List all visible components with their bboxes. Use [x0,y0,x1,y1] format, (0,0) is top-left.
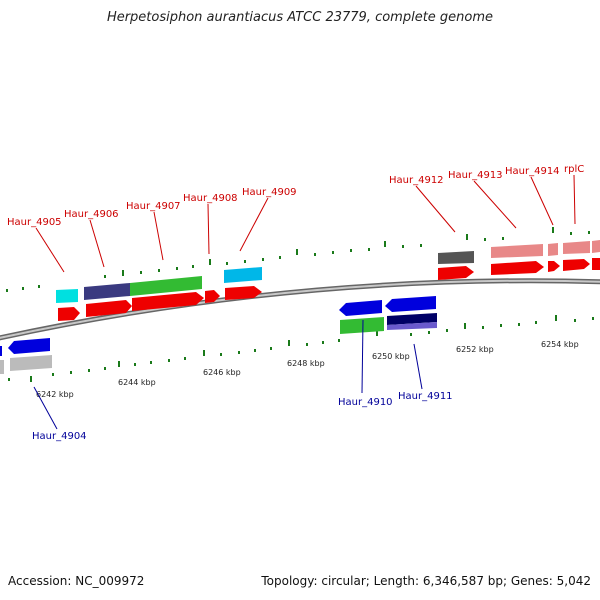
gene-feature[interactable] [592,240,600,253]
tick-label: 6244 kbp [118,378,156,387]
gene-feature[interactable] [84,283,130,300]
gene-feature[interactable] [10,355,52,371]
gene-arrow[interactable] [205,290,220,303]
gene-feature[interactable] [224,267,262,283]
tick-label: 6248 kbp [287,359,325,368]
gene-feature[interactable] [491,244,543,258]
gene-arrow[interactable] [86,300,132,317]
tick-label: 6252 kbp [456,345,494,354]
inner-tick-row [8,315,594,382]
gene-feature[interactable] [130,276,202,296]
tick-label: 6246 kbp [203,368,241,377]
gene-feature[interactable] [0,360,4,374]
gene-label[interactable]: Haur_4906 [64,209,119,220]
gene-arrow[interactable] [491,261,544,275]
gene-feature[interactable] [387,322,437,330]
tick-label: 6254 kbp [541,340,579,349]
map-title: Herpetosiphon aurantiacus ATCC 23779, co… [106,10,494,25]
gene-arrow[interactable] [592,258,600,270]
gene-arrow[interactable] [339,300,382,316]
gene-label[interactable]: Haur_4909 [242,187,297,198]
forward-leader-lines [35,174,576,273]
gene-feature[interactable] [387,313,437,325]
reverse-cog-row [0,313,437,374]
gene-arrow[interactable] [58,307,80,321]
gene-label[interactable]: Haur_4905 [7,217,62,228]
forward-cds-row [58,258,600,321]
tick-label: 6250 kbp [372,352,410,361]
forward-cog-row [56,240,600,303]
gene-feature[interactable] [438,251,474,264]
gene-label[interactable]: Haur_4904 [32,431,87,442]
backbone-arc-highlight [0,279,600,339]
reverse-cds-row [0,296,436,356]
accession-text: Accession: NC_009972 [8,574,145,588]
gene-label[interactable]: Haur_4910 [338,397,393,408]
gene-label[interactable]: Haur_4907 [126,201,181,212]
gene-arrow[interactable] [548,261,560,272]
gene-arrow[interactable] [225,286,262,300]
gene-feature[interactable] [56,289,78,303]
gene-arrow[interactable] [132,292,204,311]
outer-tick-row [6,227,590,292]
gene-label[interactable]: Haur_4914 [505,166,560,177]
gene-label[interactable]: Haur_4908 [183,193,238,204]
gene-arrow[interactable] [8,338,50,354]
gene-arrow[interactable] [438,266,474,280]
gene-label[interactable]: Haur_4911 [398,391,453,402]
gene-arrow[interactable] [563,259,590,271]
gene-arrow[interactable] [0,346,2,356]
genome-summary-text: Topology: circular; Length: 6,346,587 bp… [261,574,591,588]
gene-label[interactable]: Haur_4912 [389,175,444,186]
gene-feature[interactable] [563,241,590,254]
tick-label: 6242 kbp [36,390,74,399]
gene-label[interactable]: rplC [564,164,584,175]
gene-arrow[interactable] [385,296,436,312]
gene-feature[interactable] [548,243,558,256]
gene-feature[interactable] [340,317,384,334]
gene-label[interactable]: Haur_4913 [448,170,503,181]
reverse-leader-lines [33,319,423,430]
